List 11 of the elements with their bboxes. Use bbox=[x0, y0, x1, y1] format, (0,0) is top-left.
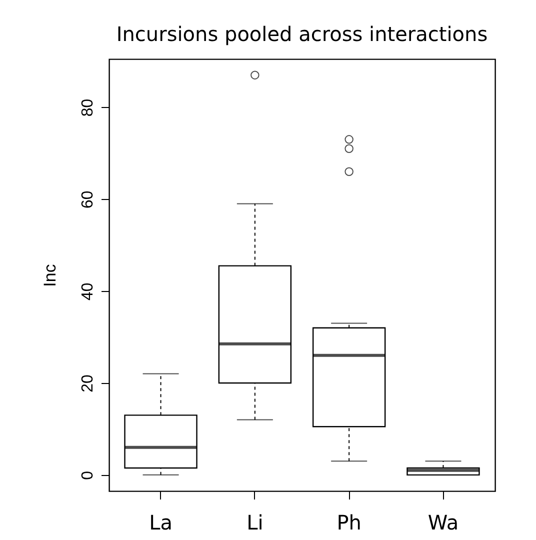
y-tick-label: 0 bbox=[80, 470, 96, 480]
y-tick-label: 60 bbox=[80, 190, 96, 209]
x-tick-label: Li bbox=[246, 510, 264, 534]
x-tick-label: Wa bbox=[428, 510, 459, 534]
y-tick-label: 20 bbox=[80, 374, 96, 392]
y-tick-label: 40 bbox=[80, 282, 96, 300]
y-axis-title: Inc bbox=[40, 264, 60, 287]
x-tick-label: Ph bbox=[336, 510, 362, 534]
x-tick-label: La bbox=[149, 510, 172, 534]
chart-title: Incursions pooled across interactions bbox=[116, 22, 488, 46]
y-tick-label: 80 bbox=[80, 98, 96, 117]
